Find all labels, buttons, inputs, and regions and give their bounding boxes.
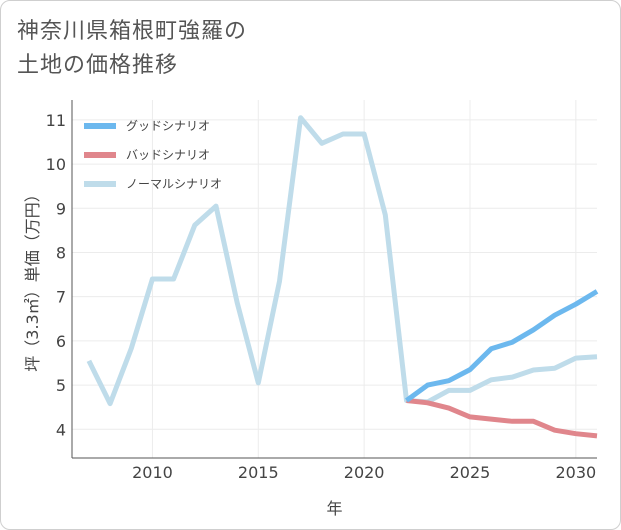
legend-label-0: グッドシナリオ xyxy=(126,119,210,133)
chart-title-line-1: 神奈川県箱根町強羅の xyxy=(17,19,248,44)
x-tick-label: 2020 xyxy=(344,463,385,482)
y-tick-label: 10 xyxy=(46,155,66,174)
chart-title: 神奈川県箱根町強羅の 土地の価格推移 xyxy=(17,15,577,83)
y-tick-label: 8 xyxy=(56,243,66,262)
x-tick-label: 2010 xyxy=(132,463,173,482)
y-tick-label: 6 xyxy=(56,332,66,351)
chart-title-line-2: 土地の価格推移 xyxy=(17,53,179,78)
series-line-1 xyxy=(406,398,598,439)
y-tick-label: 9 xyxy=(56,199,66,218)
x-tick-label: 2030 xyxy=(555,463,596,482)
series-line-0 xyxy=(405,289,599,403)
x-tick-label: 2015 xyxy=(238,463,279,482)
y-tick-label: 7 xyxy=(56,288,66,307)
y-tick-label: 5 xyxy=(56,376,66,395)
y-tick-label: 11 xyxy=(46,111,66,130)
y-axis-label: 坪（3.3㎡）単価（万円） xyxy=(23,186,42,371)
legend-label-1: バッドシナリオ xyxy=(126,148,210,162)
legend-label-2: ノーマルシナリオ xyxy=(126,177,222,191)
series-line-2 xyxy=(86,115,598,407)
series-lines xyxy=(86,115,599,439)
x-axis-label: 年 xyxy=(326,499,342,518)
x-tick-label: 2025 xyxy=(450,463,491,482)
y-tick-label: 4 xyxy=(56,420,66,439)
grid-lines xyxy=(72,100,597,458)
axes: 4 5 6 7 8 9 10 11 2010 2015 2020 2025 2030 xyxy=(46,100,597,482)
